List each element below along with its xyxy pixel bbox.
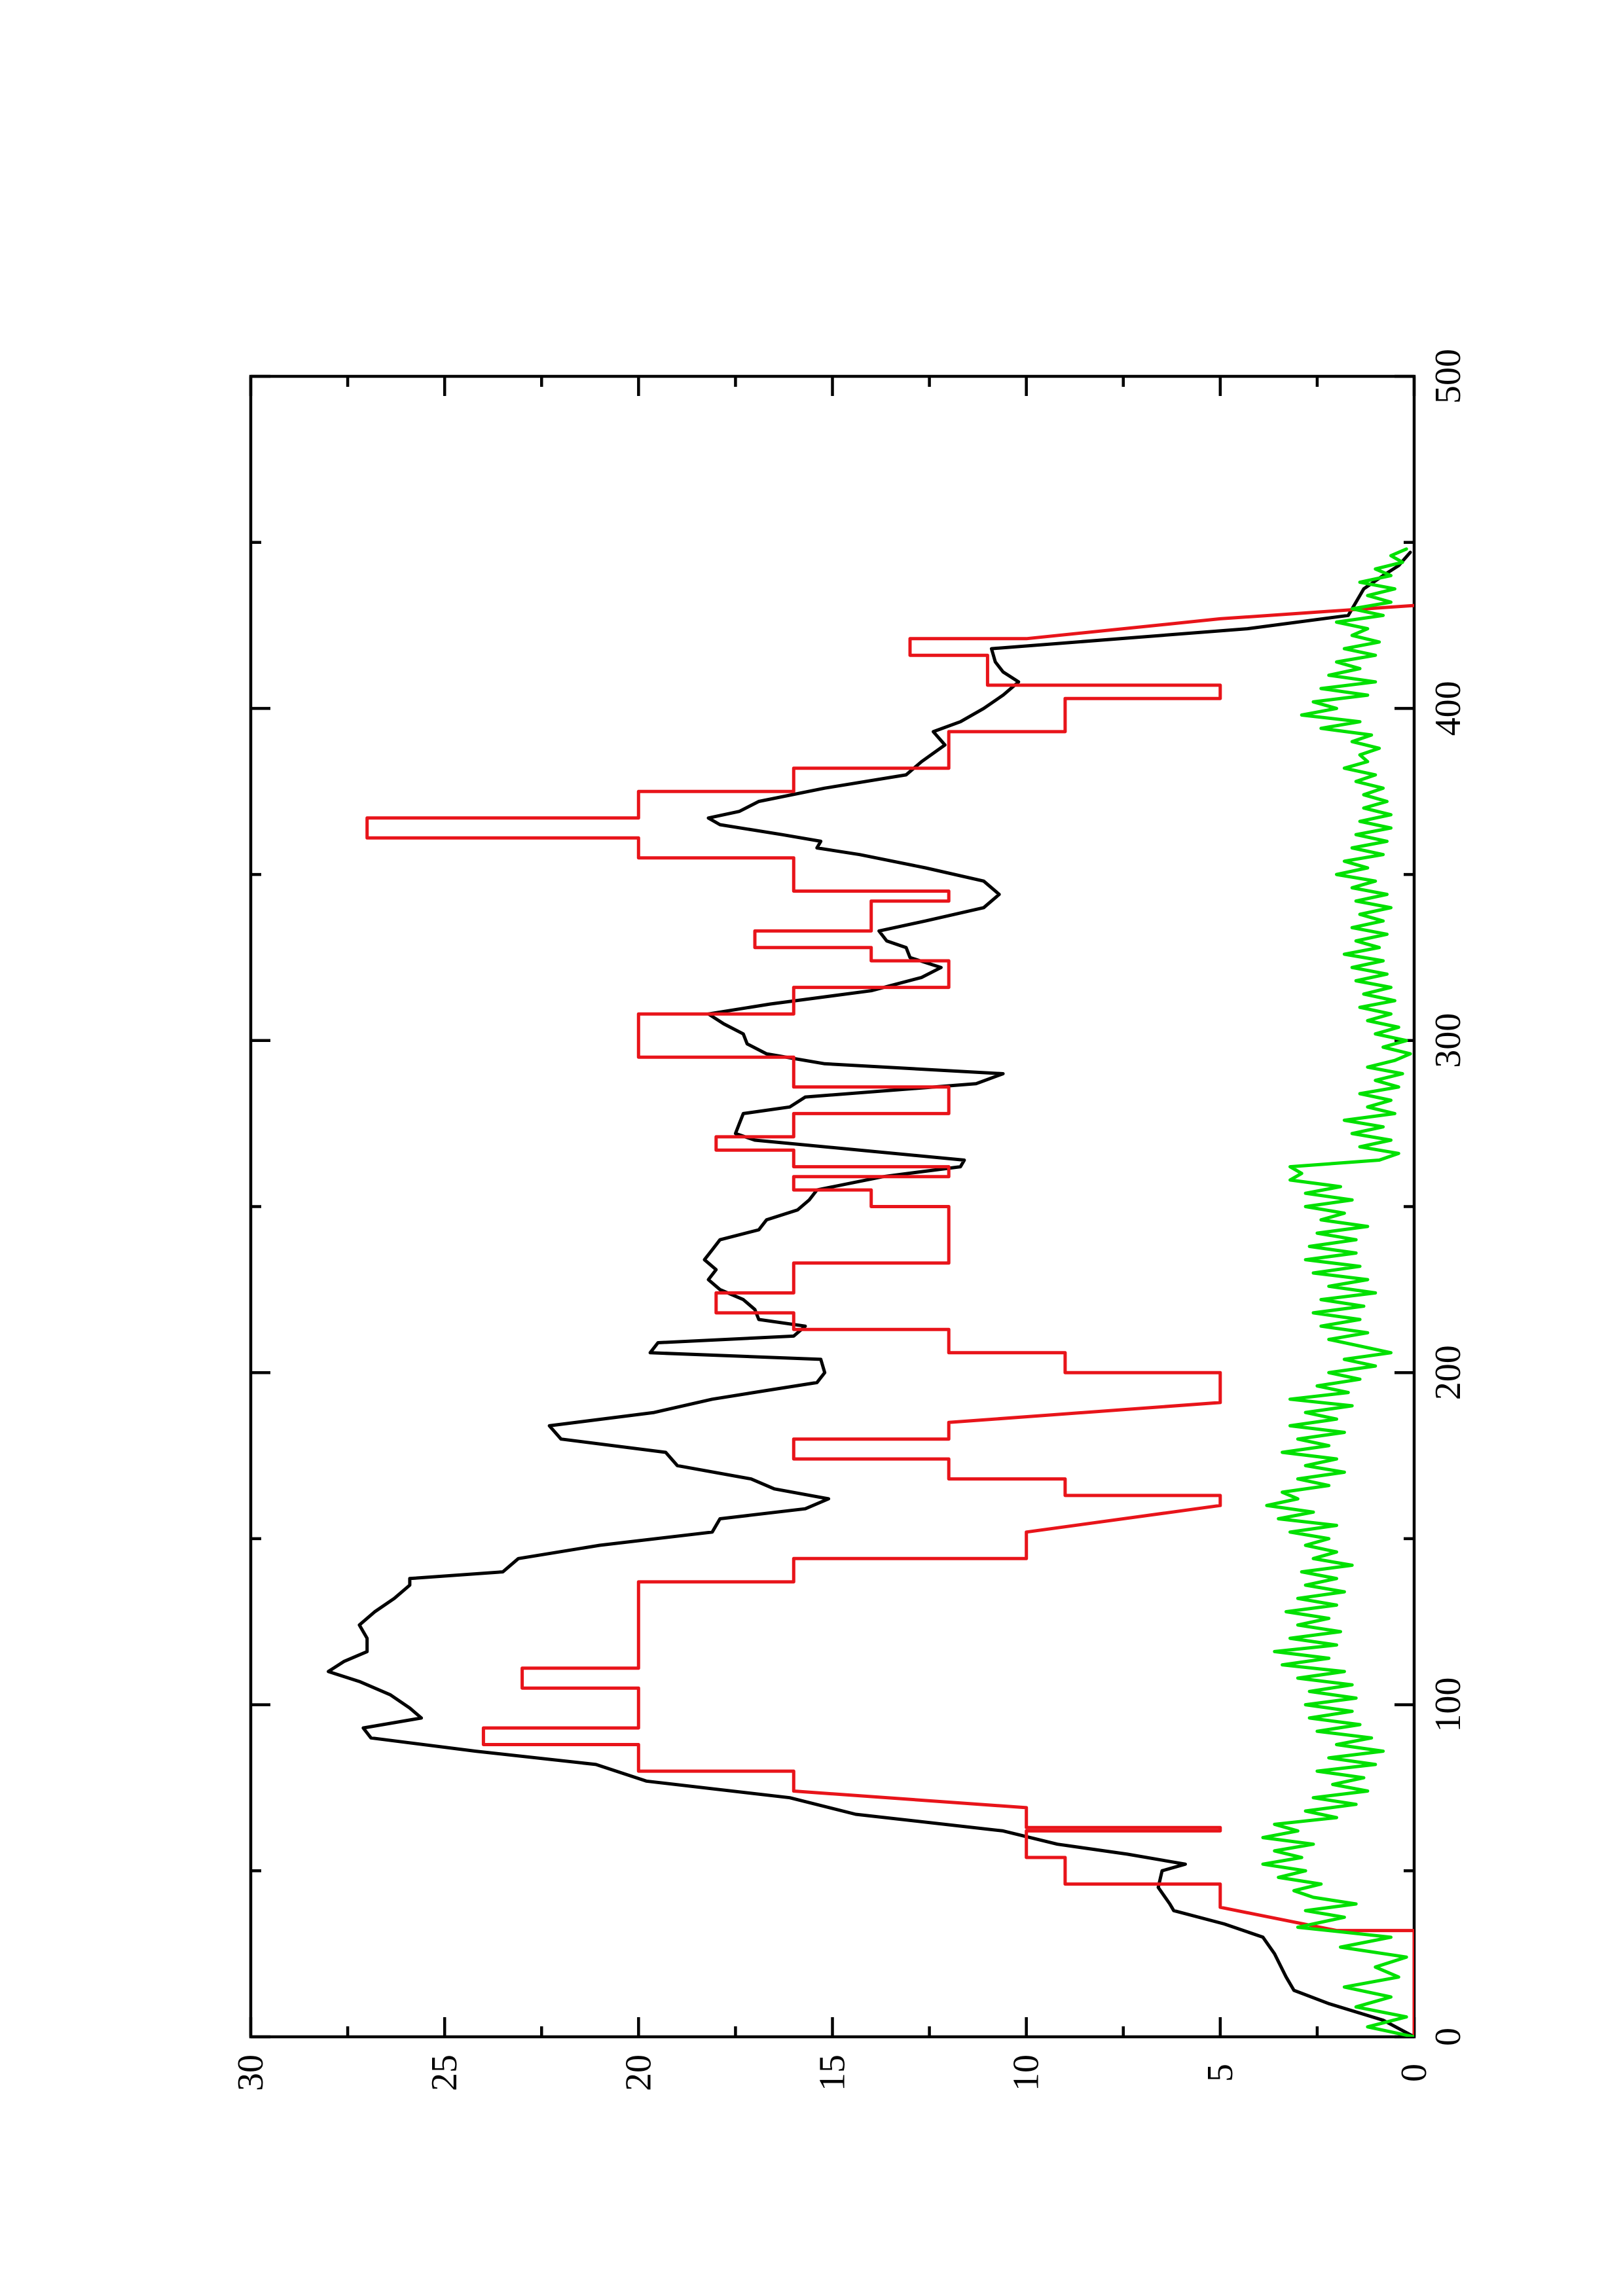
y-tick-label: 5 [1200,2064,1241,2082]
x-tick-label: 0 [1428,2028,1468,2046]
tick-labels: 0 100 200 300 400 500 0 5 10 15 20 25 30 [230,349,1468,2091]
plot-frame [249,374,1416,2039]
y-tick-label: 20 [618,2054,659,2091]
series-layer [327,547,1414,2037]
y-tick-label: 15 [812,2054,853,2091]
green-noisy-series-line [1261,547,1414,2037]
x-tick-label: 400 [1428,681,1468,736]
y-tick-label: 10 [1006,2054,1047,2091]
x-tick-label: 100 [1428,1677,1468,1732]
y-tick-label: 25 [424,2054,465,2091]
x-tick-label: 200 [1428,1345,1468,1400]
y-tick-label: 30 [230,2054,271,2091]
y-tick-label: 0 [1394,2064,1434,2082]
x-tick-label: 500 [1428,349,1468,404]
red-step-series-line [365,603,1414,2037]
axis-ticks [249,374,1416,2039]
x-tick-label: 300 [1428,1013,1468,1068]
black-series-line [327,550,1414,2037]
